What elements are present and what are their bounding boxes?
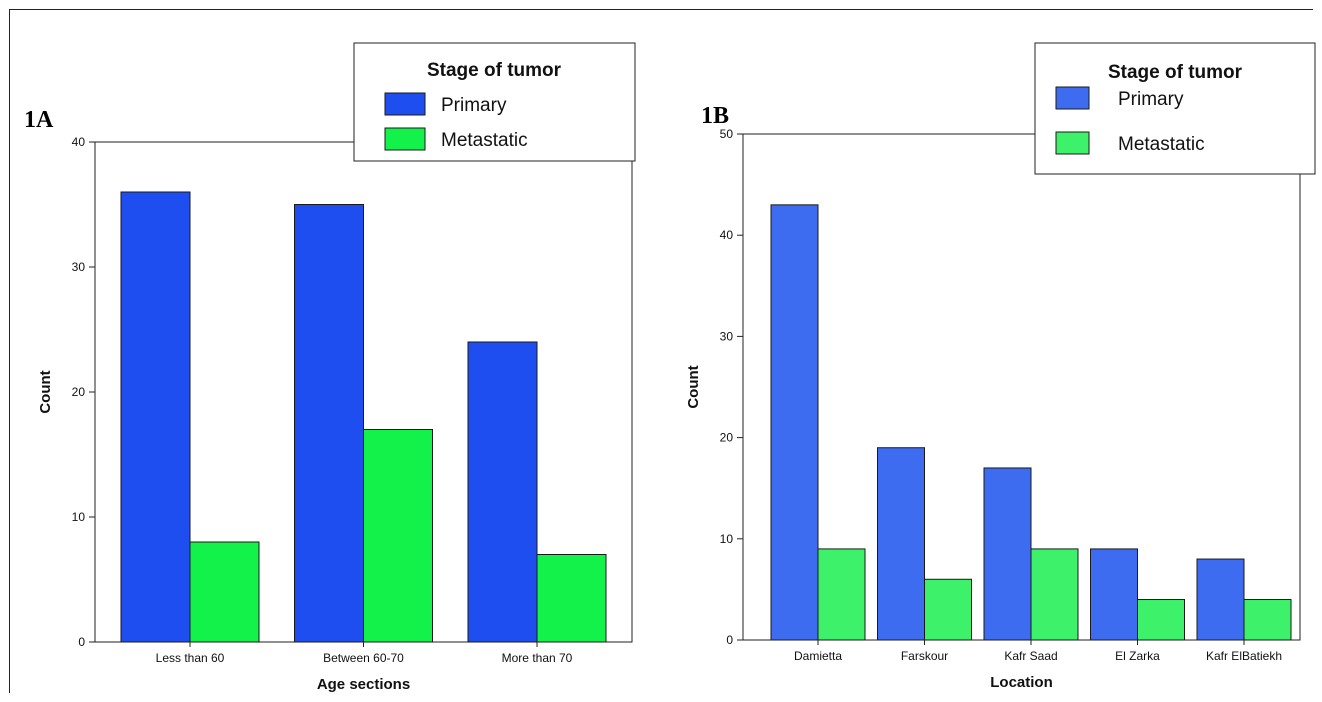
bar-primary	[1196, 558, 1245, 641]
legend: Stage of tumor Primary Metastatic	[353, 42, 636, 162]
y-tick-label: 40	[720, 228, 734, 242]
y-tick-label: 30	[72, 260, 86, 274]
bar-primary	[770, 204, 819, 641]
x-tick-label: More than 70	[502, 651, 573, 665]
bar-primary	[467, 341, 538, 643]
x-tick-label: Between 60-70	[323, 651, 404, 665]
bar-primary	[294, 204, 364, 643]
legend-swatch-primary	[384, 92, 426, 116]
figure-frame	[9, 9, 1313, 693]
chart-panel-1b: 1B 0 10 20 30 40 50 Count Damietta Farskour Kafr S…	[685, 42, 1316, 691]
y-tick-label: 0	[78, 635, 85, 649]
y-axis-title: Count	[37, 370, 54, 413]
y-tick-label: 10	[72, 510, 86, 524]
legend-swatch-metastatic	[1055, 131, 1090, 155]
bar-metastatic	[189, 541, 260, 643]
y-tick-label: 20	[720, 431, 734, 445]
bar-metastatic	[1243, 599, 1292, 641]
legend-swatch-primary	[1055, 86, 1090, 110]
x-axis-title: Age sections	[317, 676, 410, 693]
y-tick-label: 20	[72, 385, 86, 399]
x-axis-title: Location	[990, 674, 1053, 691]
x-tick-label: El Zarka	[1115, 649, 1160, 663]
bar-primary	[120, 191, 191, 643]
y-axis-title: Count	[685, 365, 702, 408]
bar-metastatic	[536, 554, 607, 643]
panel-label: 1A	[24, 107, 54, 133]
bar-metastatic	[363, 429, 433, 643]
y-tick-label: 40	[72, 135, 86, 149]
bar-metastatic	[817, 548, 866, 641]
y-tick-label: 50	[720, 127, 734, 141]
x-tick-label: Farskour	[901, 649, 948, 663]
legend-title: Stage of tumor	[427, 60, 562, 81]
bar-primary	[877, 447, 925, 641]
legend-swatch-metastatic	[384, 127, 426, 151]
legend-title: Stage of tumor	[1108, 62, 1243, 83]
legend-label-primary: Primary	[1118, 89, 1184, 110]
y-tick-label: 30	[720, 329, 734, 343]
legend: Stage of tumor Primary Metastatic	[1034, 42, 1316, 175]
x-tick-label: Kafr Saad	[1004, 649, 1057, 663]
bar-metastatic	[1030, 548, 1079, 641]
x-tick-label: Less than 60	[156, 651, 225, 665]
bar-metastatic	[1137, 599, 1185, 641]
x-tick-label: Damietta	[794, 649, 842, 663]
y-tick-label: 10	[720, 532, 734, 546]
legend-label-metastatic: Metastatic	[441, 130, 528, 151]
legend-label-metastatic: Metastatic	[1118, 134, 1205, 155]
bar-metastatic	[924, 578, 972, 641]
chart-panel-1a: 1A 0 10 20 30 40 Count Less than 60 Between 60-7…	[24, 42, 636, 693]
bar-primary	[983, 467, 1032, 641]
y-tick-label: 0	[726, 633, 733, 647]
x-tick-label: Kafr ElBatiekh	[1206, 649, 1282, 663]
bar-primary	[1090, 548, 1138, 641]
panel-label: 1B	[701, 103, 729, 129]
legend-label-primary: Primary	[441, 95, 507, 116]
